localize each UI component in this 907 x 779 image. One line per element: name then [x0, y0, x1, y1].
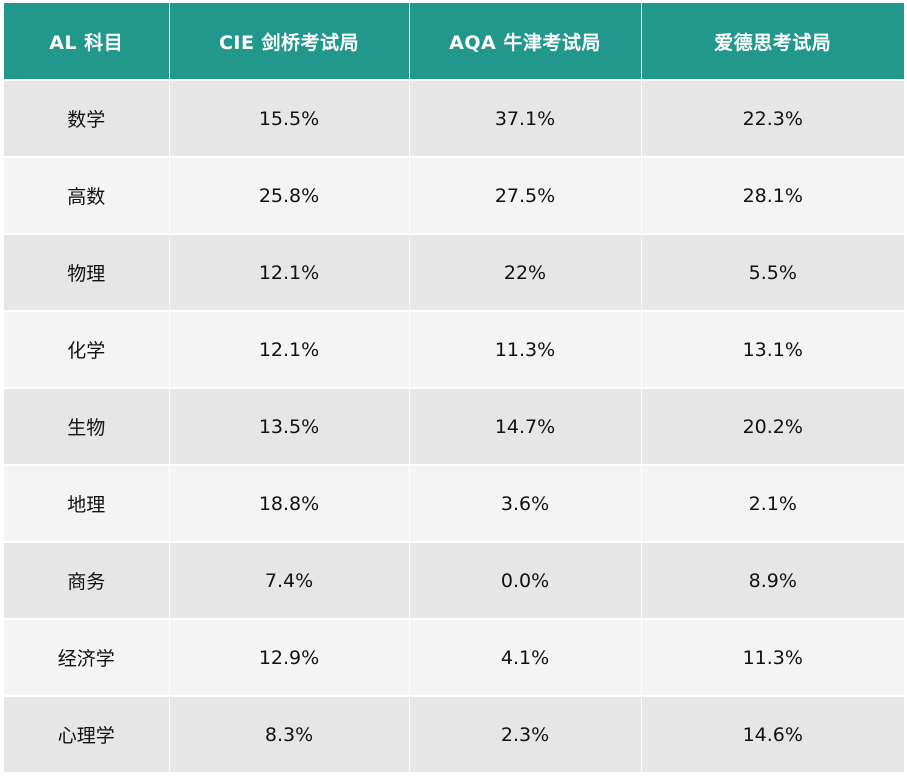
- subject-cell: 高数: [4, 157, 170, 235]
- edexcel-cell: 22.3%: [641, 80, 904, 158]
- cie-cell: 18.8%: [169, 465, 410, 543]
- edexcel-cell: 13.1%: [641, 311, 904, 389]
- aqa-cell: 4.1%: [409, 619, 642, 697]
- aqa-cell: 0.0%: [409, 542, 642, 620]
- edexcel-cell: 14.6%: [641, 696, 904, 774]
- cie-cell: 25.8%: [169, 157, 410, 235]
- table-container: AL 科目 CIE 剑桥考试局 AQA 牛津考试局 爱德思考试局 数学 15.5…: [4, 3, 904, 774]
- subject-cell: 化学: [4, 311, 170, 389]
- subject-cell: 数学: [4, 80, 170, 158]
- table-row: 数学 15.5% 37.1% 22.3%: [4, 80, 904, 158]
- cie-cell: 12.1%: [169, 234, 410, 312]
- aqa-cell: 2.3%: [409, 696, 642, 774]
- cie-cell: 12.1%: [169, 311, 410, 389]
- table-row: 心理学 8.3% 2.3% 14.6%: [4, 696, 904, 774]
- cie-cell: 13.5%: [169, 388, 410, 466]
- table-row: 物理 12.1% 22% 5.5%: [4, 234, 904, 312]
- cie-cell: 15.5%: [169, 80, 410, 158]
- exam-board-comparison-table: AL 科目 CIE 剑桥考试局 AQA 牛津考试局 爱德思考试局 数学 15.5…: [4, 3, 904, 774]
- table-row: 生物 13.5% 14.7% 20.2%: [4, 388, 904, 466]
- subject-cell: 心理学: [4, 696, 170, 774]
- cie-cell: 7.4%: [169, 542, 410, 620]
- subject-cell: 生物: [4, 388, 170, 466]
- aqa-cell: 11.3%: [409, 311, 642, 389]
- subject-cell: 商务: [4, 542, 170, 620]
- table-row: 高数 25.8% 27.5% 28.1%: [4, 157, 904, 235]
- edexcel-cell: 20.2%: [641, 388, 904, 466]
- aqa-cell: 37.1%: [409, 80, 642, 158]
- subject-cell: 经济学: [4, 619, 170, 697]
- table-row: 商务 7.4% 0.0% 8.9%: [4, 542, 904, 620]
- cie-cell: 12.9%: [169, 619, 410, 697]
- header-edexcel: 爱德思考试局: [641, 3, 904, 81]
- header-aqa: AQA 牛津考试局: [409, 3, 642, 81]
- subject-cell: 地理: [4, 465, 170, 543]
- edexcel-cell: 2.1%: [641, 465, 904, 543]
- header-row: AL 科目 CIE 剑桥考试局 AQA 牛津考试局 爱德思考试局: [4, 3, 904, 81]
- edexcel-cell: 5.5%: [641, 234, 904, 312]
- edexcel-cell: 28.1%: [641, 157, 904, 235]
- aqa-cell: 14.7%: [409, 388, 642, 466]
- aqa-cell: 22%: [409, 234, 642, 312]
- header-subject: AL 科目: [4, 3, 170, 81]
- subject-cell: 物理: [4, 234, 170, 312]
- table-row: 化学 12.1% 11.3% 13.1%: [4, 311, 904, 389]
- edexcel-cell: 11.3%: [641, 619, 904, 697]
- table-row: 经济学 12.9% 4.1% 11.3%: [4, 619, 904, 697]
- aqa-cell: 3.6%: [409, 465, 642, 543]
- table-row: 地理 18.8% 3.6% 2.1%: [4, 465, 904, 543]
- edexcel-cell: 8.9%: [641, 542, 904, 620]
- cie-cell: 8.3%: [169, 696, 410, 774]
- header-cie: CIE 剑桥考试局: [169, 3, 410, 81]
- aqa-cell: 27.5%: [409, 157, 642, 235]
